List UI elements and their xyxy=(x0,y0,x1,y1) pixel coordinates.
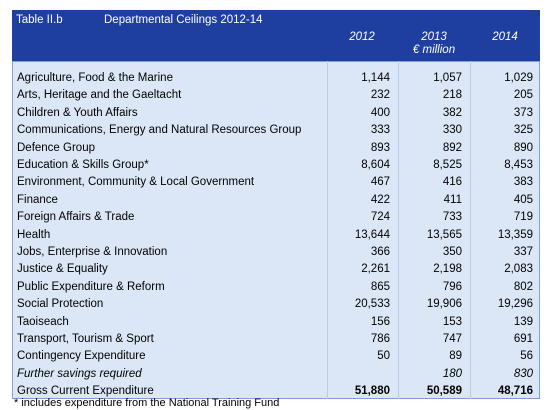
cell-value: 13,644 xyxy=(354,228,390,241)
cell-value: 422 xyxy=(370,193,390,206)
cell-value: 19,296 xyxy=(497,298,533,311)
row-label: Jobs, Enterprise & Innovation xyxy=(17,246,168,258)
cell-value: 8,453 xyxy=(504,159,533,171)
cell-value: 890 xyxy=(513,141,533,154)
cell-value: 19,906 xyxy=(426,298,462,311)
row-label: Public Expenditure & Reform xyxy=(17,280,165,293)
cell-value: 50,589 xyxy=(426,385,462,398)
cell-value: 2,198 xyxy=(433,263,462,276)
cell-value: 786 xyxy=(370,333,390,345)
cell-value: 405 xyxy=(513,193,533,206)
row-label: Contingency Expenditure xyxy=(17,350,146,363)
unit-label: € million xyxy=(412,44,456,56)
cell-value: 330 xyxy=(442,124,462,137)
column-header: 2014 xyxy=(492,31,518,43)
cell-value: 8,604 xyxy=(361,159,390,171)
row-label: Defence Group xyxy=(17,141,95,154)
row-label: Environment, Community & Local Governmen… xyxy=(17,176,255,189)
cell-value: 218 xyxy=(442,89,462,102)
row-label: Transport, Tourism & Sport xyxy=(17,333,154,345)
table-title: Departmental Ceilings 2012-14 xyxy=(104,14,263,26)
cell-value: 733 xyxy=(442,211,462,224)
column-header: 2013 xyxy=(421,31,447,43)
row-label: Further savings required xyxy=(17,367,142,380)
cell-value: 89 xyxy=(449,350,462,363)
column-rule xyxy=(470,61,471,399)
row-label: Foreign Affairs & Trade xyxy=(17,211,135,224)
cell-value: 747 xyxy=(442,333,462,345)
cell-value: 13,359 xyxy=(497,228,533,241)
cell-value: 724 xyxy=(370,211,390,224)
cell-value: 139 xyxy=(513,315,533,328)
cell-value: 232 xyxy=(370,89,390,102)
row-label: Children & Youth Affairs xyxy=(17,106,138,119)
cell-value: 1,029 xyxy=(504,72,533,84)
body-band xyxy=(12,61,540,399)
cell-value: 20,533 xyxy=(354,298,390,311)
cell-value: 400 xyxy=(370,106,390,119)
cell-value: 333 xyxy=(370,124,390,137)
cell-value: 51,880 xyxy=(354,385,390,398)
cell-value: 416 xyxy=(442,176,462,189)
cell-value: 56 xyxy=(520,350,533,363)
cell-value: 153 xyxy=(442,315,462,328)
cell-value: 8,525 xyxy=(433,159,462,171)
row-label: Taoiseach xyxy=(17,315,69,328)
cell-value: 719 xyxy=(513,211,533,224)
table-label: Table II.b xyxy=(16,14,63,26)
cell-value: 830 xyxy=(513,367,533,380)
column-rule xyxy=(327,61,328,399)
column-rule xyxy=(398,61,399,399)
row-label: Health xyxy=(17,228,51,241)
row-label: Arts, Heritage and the Gaeltacht xyxy=(17,89,182,102)
cell-value: 467 xyxy=(370,176,390,189)
header-band xyxy=(12,10,540,61)
cell-value: 893 xyxy=(370,141,390,154)
cell-value: 205 xyxy=(513,89,533,102)
cell-value: 892 xyxy=(442,141,462,154)
cell-value: 366 xyxy=(370,246,390,258)
cell-value: 2,261 xyxy=(361,263,390,276)
row-label: Justice & Equality xyxy=(17,263,108,276)
cell-value: 1,057 xyxy=(433,72,462,84)
cell-value: 373 xyxy=(513,106,533,119)
column-header: 2012 xyxy=(349,31,375,43)
cell-value: 325 xyxy=(513,124,533,137)
row-label: Communications, Energy and Natural Resou… xyxy=(17,124,302,137)
cell-value: 337 xyxy=(513,246,533,258)
footnote: * includes expenditure from the National… xyxy=(14,397,280,409)
cell-value: 180 xyxy=(442,367,462,380)
cell-value: 1,144 xyxy=(361,72,390,84)
cell-value: 796 xyxy=(442,280,462,293)
row-label: Gross Current Expenditure xyxy=(17,385,154,398)
cell-value: 156 xyxy=(370,315,390,328)
row-label: Social Protection xyxy=(17,298,104,311)
cell-value: 382 xyxy=(442,106,462,119)
cell-value: 13,565 xyxy=(426,228,462,241)
cell-value: 411 xyxy=(443,193,462,206)
row-label: Finance xyxy=(17,193,58,206)
row-label: Education & Skills Group* xyxy=(17,159,149,171)
cell-value: 865 xyxy=(370,280,390,293)
cell-value: 350 xyxy=(442,246,462,258)
cell-value: 691 xyxy=(513,333,533,345)
cell-value: 2,083 xyxy=(504,263,533,276)
row-label: Agriculture, Food & the Marine xyxy=(17,72,173,84)
cell-value: 383 xyxy=(513,176,533,189)
cell-value: 50 xyxy=(377,350,390,363)
cell-value: 802 xyxy=(513,280,533,293)
cell-value: 48,716 xyxy=(497,385,533,398)
